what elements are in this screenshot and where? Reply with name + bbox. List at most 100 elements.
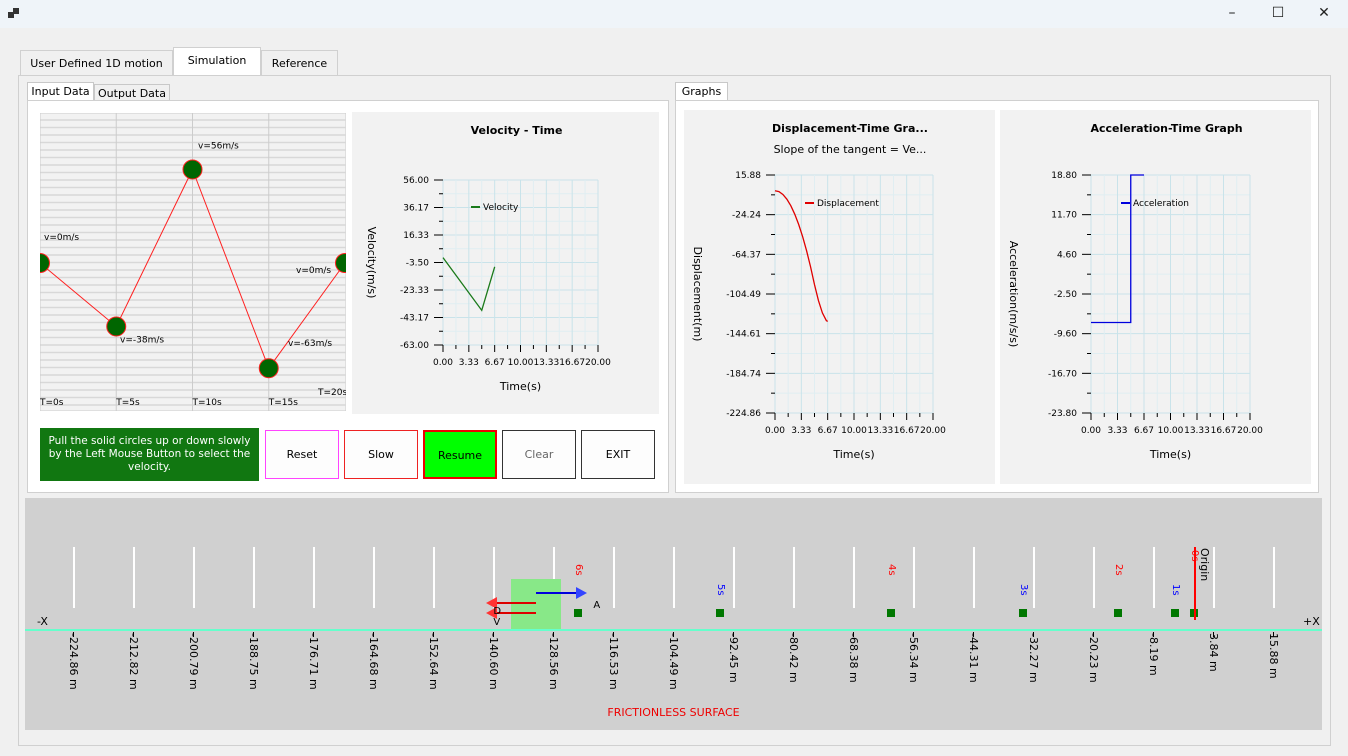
acceleration-arrow <box>536 592 579 594</box>
scale-label: -212.82 m <box>127 633 140 690</box>
x-tick-label: 3.33 <box>459 358 479 368</box>
time-marker-label: 5s <box>715 584 727 596</box>
scale-label: -92.45 m <box>727 633 740 683</box>
x-tick-label: 6.67 <box>1134 426 1154 436</box>
displacement-label: D <box>493 606 502 617</box>
series-line <box>774 190 829 322</box>
velocity-label: v=56m/s <box>198 141 239 151</box>
clear-button[interactable]: Clear <box>502 430 576 479</box>
legend-label: Acceleration <box>1133 199 1189 209</box>
close-button[interactable]: ✕ <box>1318 5 1330 21</box>
resume-button[interactable]: Resume <box>423 430 497 479</box>
velocity-label: v=0m/s <box>296 266 331 276</box>
scale-tick <box>313 632 314 637</box>
y-tick-label: 15.88 <box>735 171 761 181</box>
scale-line <box>1213 547 1215 608</box>
y-tick-label: 16.33 <box>403 231 429 241</box>
x-tick-label: 0.00 <box>765 426 785 436</box>
minus-x-label: -X <box>37 615 48 628</box>
tab-input-data[interactable]: Input Data <box>27 82 94 100</box>
scale-line <box>313 547 315 608</box>
velocity-time-chart: Velocity - Time 56.00 36.17 16.33 -3.50 -23.3… <box>352 112 659 414</box>
scale-label: 15.88 m <box>1267 633 1280 679</box>
y-axis-label: Displacement(m) <box>691 247 704 342</box>
scale-line <box>793 547 795 608</box>
tab-simulation[interactable]: Simulation <box>173 47 261 76</box>
y-tick-label: -64.37 <box>732 250 761 260</box>
y-tick-label: -16.70 <box>1048 369 1077 379</box>
origin-line <box>1193 547 1196 620</box>
scale-label: -140.60 m <box>487 633 500 690</box>
scale-line <box>1273 547 1275 608</box>
scale-tick <box>193 632 194 637</box>
scale-tick <box>793 632 794 637</box>
scale-line <box>253 547 255 608</box>
scale-label: -128.56 m <box>547 633 560 690</box>
maximize-button[interactable]: ☐ <box>1271 5 1285 21</box>
position-marker <box>1114 609 1123 617</box>
y-tick-label: -104.49 <box>726 290 761 300</box>
tab-user-defined[interactable]: User Defined 1D motion <box>20 50 173 76</box>
x-tick-label: 10.00 <box>508 358 534 368</box>
y-axis-label: Velocity(m/s) <box>365 227 378 299</box>
scale-line <box>613 547 615 608</box>
simulation-track: -X +X FRICTIONLESS SURFACE -224.86 m -212… <box>25 498 1322 730</box>
scale-label: -188.75 m <box>247 633 260 690</box>
velocity-label: v=-63m/s <box>288 339 332 349</box>
slow-button[interactable]: Slow <box>344 430 418 479</box>
y-tick-label: 4.60 <box>1057 250 1077 260</box>
tab-reference[interactable]: Reference <box>261 50 338 76</box>
scale-tick <box>253 632 254 637</box>
scale-tick <box>913 632 914 637</box>
scale-tick <box>1213 632 1214 637</box>
scale-tick <box>133 632 134 637</box>
scale-line <box>973 547 975 608</box>
time-marker-label: 4s <box>885 564 897 576</box>
velocity-label: v=-38m/s <box>120 335 164 345</box>
scale-tick <box>553 632 554 637</box>
y-tick-label: 18.80 <box>1051 171 1077 181</box>
scale-tick <box>433 632 434 637</box>
x-tick-label: 0.00 <box>433 358 453 368</box>
title-bar: – ☐ ✕ <box>0 0 1348 28</box>
scale-label: -200.79 m <box>187 633 200 690</box>
x-tick-label: 20.00 <box>1237 426 1263 436</box>
scale-line <box>373 547 375 608</box>
scale-tick <box>673 632 674 637</box>
x-tick-label: 10.00 <box>841 426 867 436</box>
scale-tick <box>1273 632 1274 637</box>
scale-label: -8.19 m <box>1147 633 1160 676</box>
scale-tick <box>733 632 734 637</box>
y-tick-label: 56.00 <box>403 176 429 186</box>
x-axis-label: Time(s) <box>1149 448 1191 461</box>
instruction-text: Pull the solid circles up or down slowly… <box>40 428 259 481</box>
reset-button[interactable]: Reset <box>265 430 339 479</box>
x-tick-label: 16.67 <box>1211 426 1237 436</box>
tab-graphs[interactable]: Graphs <box>675 82 728 100</box>
velocity-handle <box>335 253 346 273</box>
chart-title: Velocity - Time <box>471 124 563 137</box>
acceleration-label: A <box>593 600 601 611</box>
tab-output-data[interactable]: Output Data <box>94 84 170 100</box>
surface-line <box>25 629 1322 631</box>
minimize-button[interactable]: – <box>1228 5 1236 21</box>
scale-tick <box>613 632 614 637</box>
x-tick-label: 13.33 <box>533 358 559 368</box>
legend-label: Displacement <box>817 199 879 209</box>
y-tick-label: 36.17 <box>403 204 429 214</box>
app-icon <box>8 8 20 18</box>
time-label: T=10s <box>192 398 222 408</box>
y-tick-label: -23.80 <box>1048 409 1077 419</box>
x-tick-label: 0.00 <box>1081 426 1101 436</box>
y-tick-label: -144.61 <box>726 330 761 340</box>
scale-line <box>493 547 495 608</box>
position-marker <box>886 609 895 617</box>
velocity-label: V <box>493 617 501 628</box>
time-label: T=20s <box>317 388 346 398</box>
position-marker <box>573 609 582 617</box>
scale-tick <box>373 632 374 637</box>
scale-label: -44.31 m <box>967 633 980 683</box>
velocity-input-grid[interactable]: v=0m/s v=-38m/s v=56m/s v=-63m/s v=0m/s T=0s T… <box>40 113 346 411</box>
exit-button[interactable]: EXIT <box>581 430 655 479</box>
y-tick-label: -43.17 <box>400 314 429 324</box>
